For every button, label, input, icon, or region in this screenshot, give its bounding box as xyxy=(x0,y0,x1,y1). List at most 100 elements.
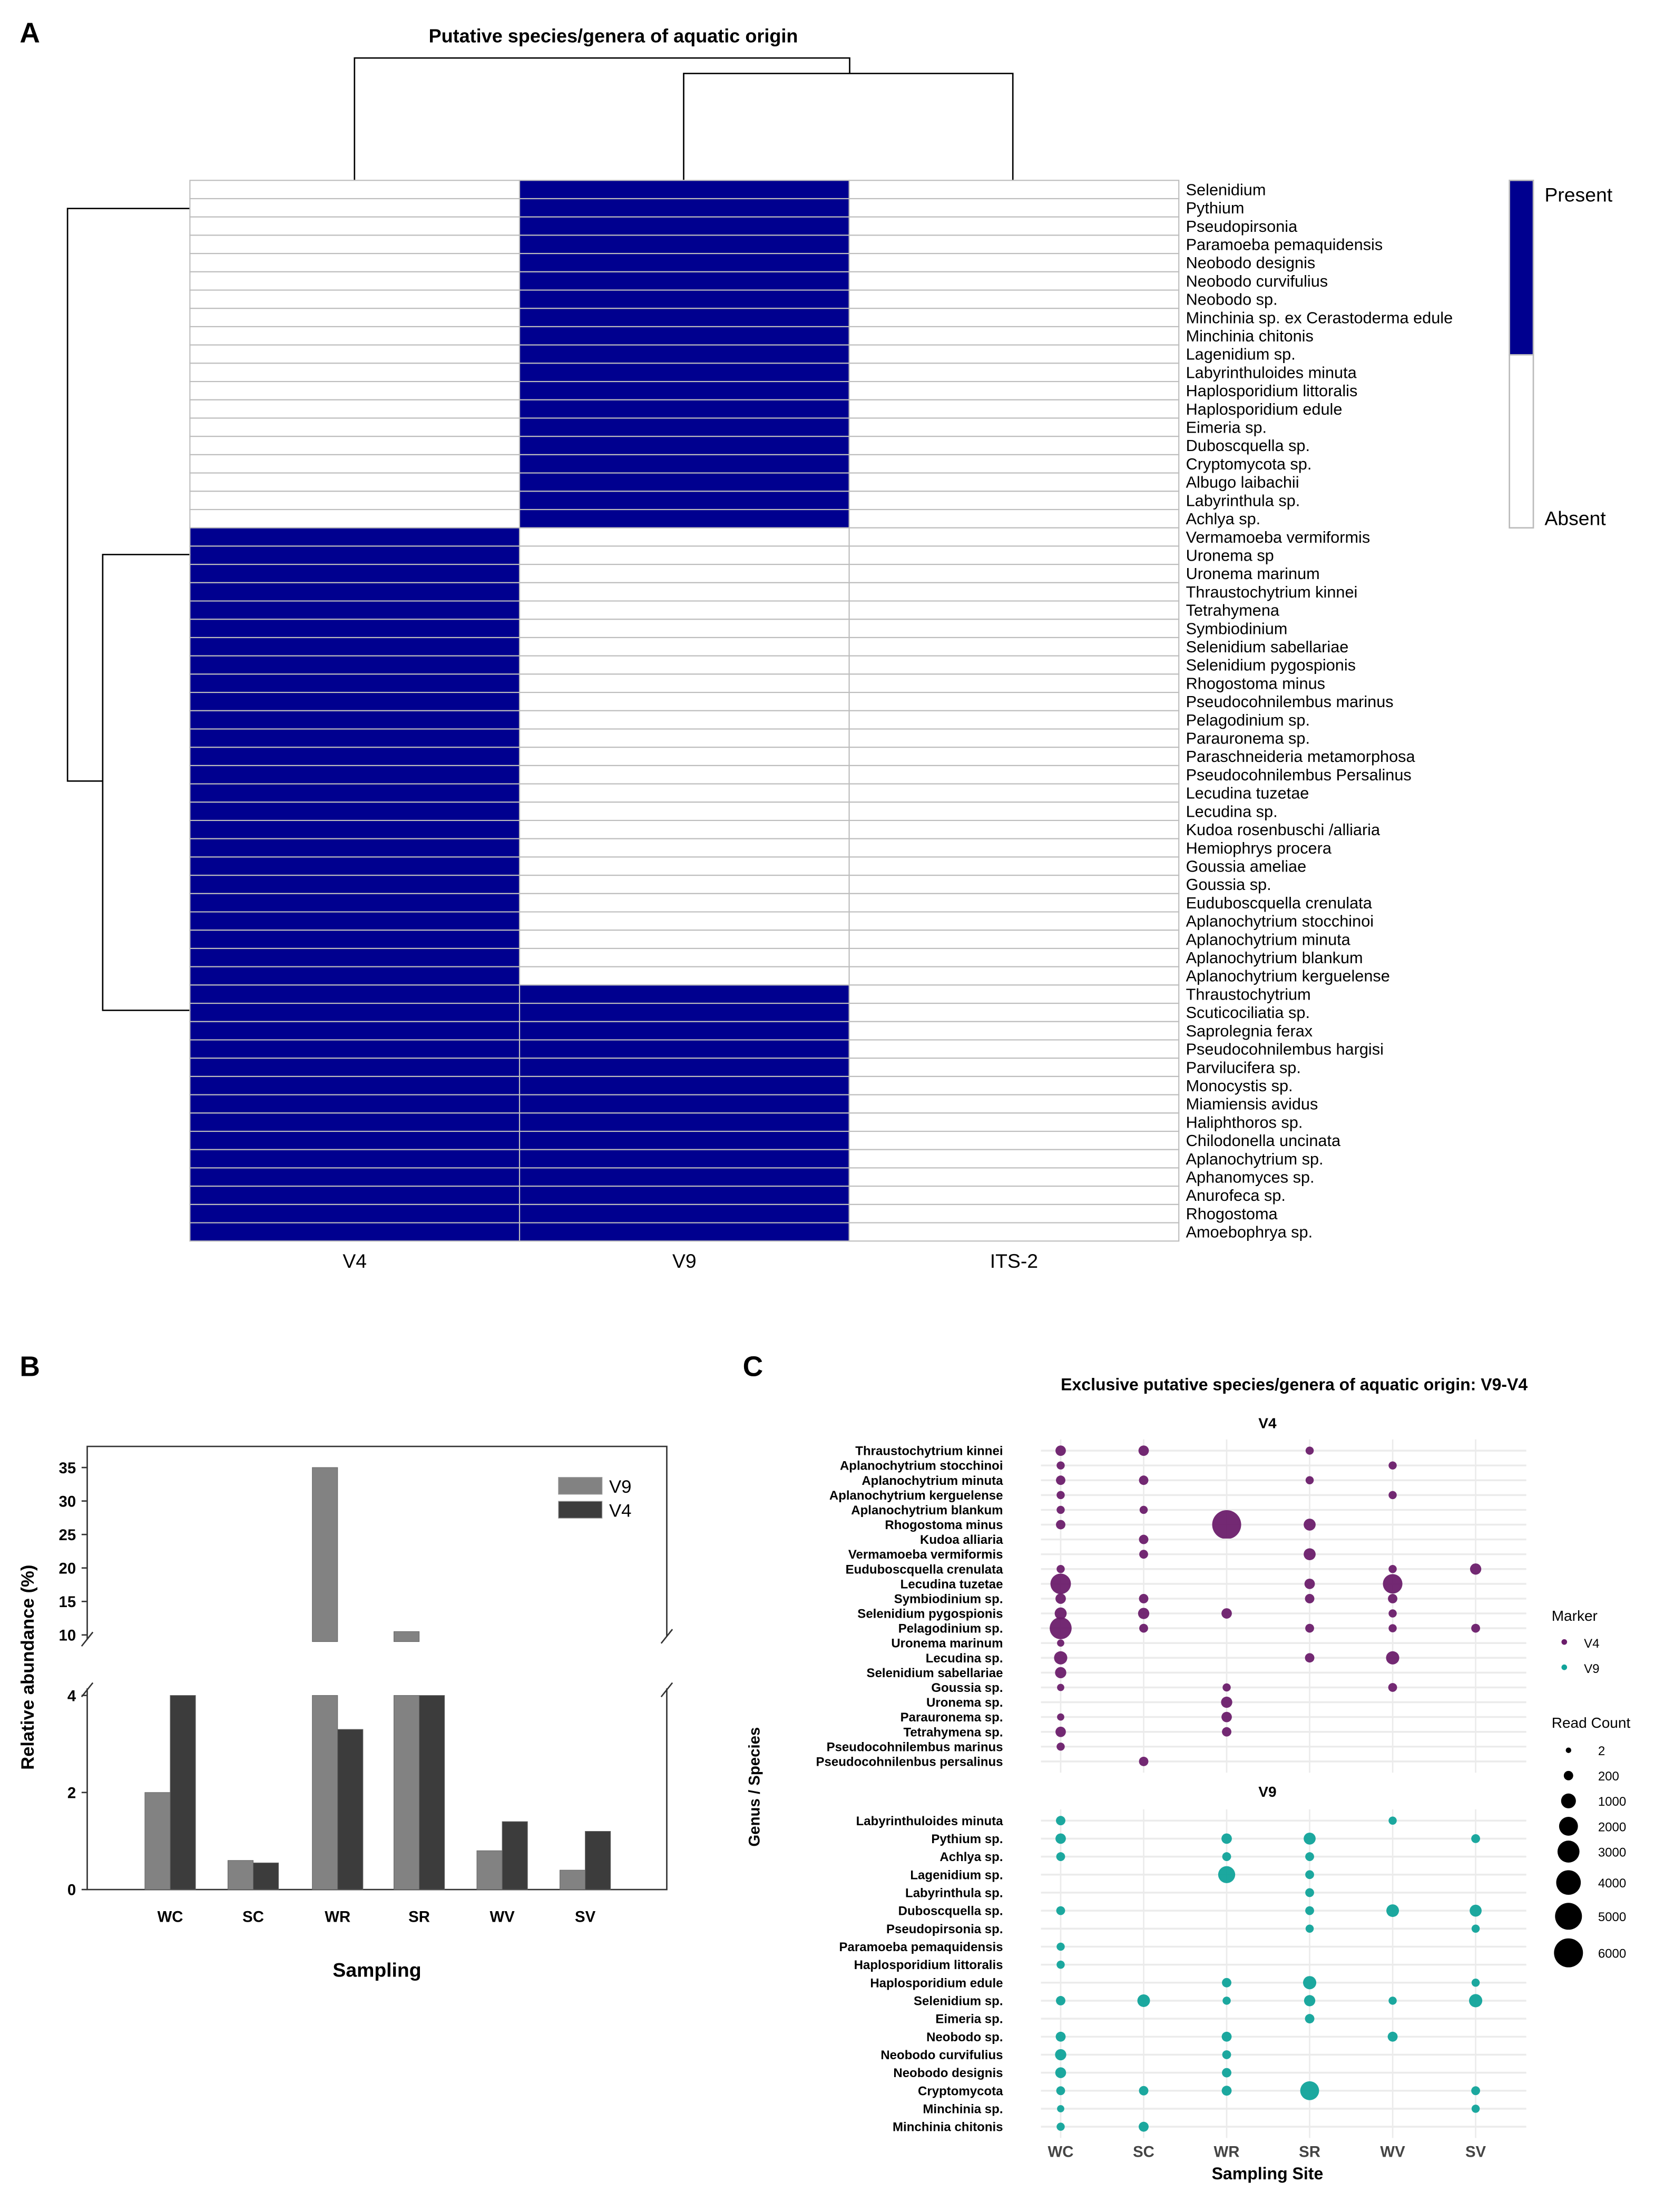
heatmap-cell xyxy=(189,564,521,583)
dot-V4-SC xyxy=(1139,1756,1149,1766)
dot-V4-WR xyxy=(1222,1683,1231,1692)
size-legend-label: 5000 xyxy=(1598,1910,1626,1924)
dot-V4-WC xyxy=(1056,1505,1065,1514)
heatmap-cell xyxy=(848,947,1180,967)
heatmap-cell xyxy=(189,527,521,547)
dot-V4-SC xyxy=(1138,1608,1150,1619)
heatmap-cell xyxy=(189,582,521,602)
heatmap-cell xyxy=(848,271,1180,291)
legend-swatch-V9 xyxy=(558,1477,603,1495)
species-label: Neobodo designis xyxy=(893,2066,1003,2080)
dot-V9-WR xyxy=(1218,1866,1236,1883)
size-legend-dot xyxy=(1554,1938,1583,1968)
heatmap-row-label: Aplanochytrium kerguelense xyxy=(1186,967,1390,985)
heatmap-cell xyxy=(518,1058,850,1078)
species-label: Parauronema sp. xyxy=(900,1710,1003,1725)
bar-V4-WC xyxy=(170,1695,196,1890)
heatmap-cell xyxy=(518,1149,850,1169)
heatmap-cell xyxy=(848,508,1180,528)
heatmap-row-label: Saprolegnia ferax xyxy=(1186,1022,1313,1040)
dot-V4-WV xyxy=(1386,1651,1399,1665)
dot-V4-SC xyxy=(1139,1534,1149,1544)
heatmap-cell xyxy=(518,838,850,858)
dot-V4-SR xyxy=(1305,1476,1314,1484)
species-label: Neobodo curvifulius xyxy=(880,2048,1003,2062)
heatmap-cell xyxy=(848,893,1180,913)
species-label: Euduboscquella crenulata xyxy=(846,1562,1004,1577)
heatmap-cell xyxy=(518,326,850,346)
heatmap-row-label: Neobodo curvifulius xyxy=(1186,272,1328,290)
x-tick-label: SC xyxy=(242,1908,264,1925)
heatmap-cell xyxy=(848,1167,1180,1187)
heatmap-row-label: Aplanochytrium blankum xyxy=(1186,948,1363,967)
size-legend-label: 1000 xyxy=(1598,1795,1626,1809)
bar-axes-frame xyxy=(86,1445,668,1891)
bar-V9-WC xyxy=(144,1792,171,1890)
size-legend-dot xyxy=(1563,1770,1573,1780)
heatmap-cell xyxy=(189,710,521,730)
dot-V4-SR xyxy=(1305,1593,1315,1603)
legend-absent-swatch xyxy=(1509,354,1534,529)
dot-V9-WC xyxy=(1056,1816,1065,1826)
heatmap-column-label: V9 xyxy=(672,1250,697,1272)
heatmap-title: Putative species/genera of aquatic origi… xyxy=(429,25,798,47)
heatmap-cell xyxy=(848,344,1180,364)
heatmap-cell xyxy=(848,1058,1180,1078)
heatmap-column-labels: V4 V9 ITS-2 xyxy=(342,1250,1038,1272)
marker-legend-label: V4 xyxy=(1584,1637,1599,1651)
heatmap-cell xyxy=(189,728,521,748)
species-label: Pythium sp. xyxy=(931,1832,1003,1846)
panel-b: B 0 2 4 10 15 20 25 30 35 WC SC WR SR WV SV Relative … xyxy=(18,1352,673,1981)
marker-legend-dot-V4 xyxy=(1561,1639,1568,1645)
legend-label: V4 xyxy=(609,1501,631,1521)
species-label: Neobodo sp. xyxy=(926,2030,1003,2044)
heatmap-grid xyxy=(189,180,1180,1242)
heatmap-row-label: Aplanochytrium stocchinoi xyxy=(1186,912,1374,931)
heatmap-row-label: Aphanomyces sp. xyxy=(1186,1168,1315,1187)
species-label: Kudoa alliaria xyxy=(920,1533,1003,1547)
heatmap-cell xyxy=(848,1149,1180,1169)
heatmap-cell xyxy=(518,783,850,803)
heatmap-cell xyxy=(189,308,521,328)
size-legend-label: 4000 xyxy=(1598,1876,1626,1891)
heatmap-row-label: Aplanochytrium sp. xyxy=(1186,1150,1324,1168)
size-legend-label: 2000 xyxy=(1598,1820,1626,1834)
dot-V4-WC xyxy=(1050,1617,1072,1639)
heatmap-cell xyxy=(518,216,850,236)
dot-V4-SC xyxy=(1139,1593,1149,1603)
heatmap-row-label: Kudoa rosenbuschi /alliaria xyxy=(1186,820,1381,839)
dot-V4-WR xyxy=(1222,1727,1231,1737)
marker-legend-label: V9 xyxy=(1584,1662,1599,1676)
heatmap-cell xyxy=(848,801,1180,821)
heatmap-row-label: Paramoeba pemaquidensis xyxy=(1186,235,1383,253)
dot-V4-WC xyxy=(1055,1667,1066,1679)
dot-V9-SR xyxy=(1304,1833,1316,1845)
dot-V4-SR xyxy=(1305,1653,1315,1663)
dot-V9-WV xyxy=(1387,2031,1398,2042)
x-tick-label: WC xyxy=(158,1908,183,1925)
dot-V9-SR xyxy=(1304,1995,1316,2007)
heatmap-cell xyxy=(848,1003,1180,1022)
species-label: Selenidium sp. xyxy=(914,1994,1003,2009)
heatmap-cell xyxy=(848,819,1180,839)
heatmap-cell xyxy=(518,655,850,675)
column-dendrogram xyxy=(354,57,1014,181)
species-label: Cryptomycota xyxy=(918,2084,1003,2098)
heatmap-cell xyxy=(189,819,521,839)
heatmap-row-label: Tetrahymena xyxy=(1186,601,1280,620)
heatmap-cell xyxy=(848,363,1180,383)
heatmap-cell xyxy=(848,545,1180,565)
bar-marks xyxy=(144,1467,611,1890)
heatmap-cell xyxy=(189,216,521,236)
heatmap-cell xyxy=(518,856,850,876)
marker-legend-title: Marker xyxy=(1552,1608,1598,1624)
heatmap-cell xyxy=(189,344,521,364)
heatmap-row-label: Parvilucifera sp. xyxy=(1186,1058,1301,1076)
heatmap-row-label: Haplosporidium edule xyxy=(1186,400,1343,418)
species-label: Lecudina tuzetae xyxy=(900,1577,1003,1591)
dot-V9-WC xyxy=(1055,2049,1066,2061)
heatmap-cell xyxy=(189,1112,521,1132)
heatmap-cell xyxy=(848,308,1180,328)
dot-V9-SV xyxy=(1471,1834,1480,1843)
heatmap-cell xyxy=(518,710,850,730)
